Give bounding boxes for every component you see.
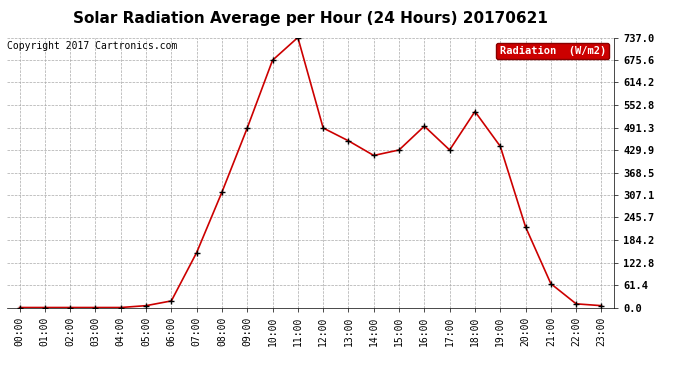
Text: Copyright 2017 Cartronics.com: Copyright 2017 Cartronics.com — [7, 41, 177, 51]
Legend: Radiation  (W/m2): Radiation (W/m2) — [496, 43, 609, 59]
Text: Solar Radiation Average per Hour (24 Hours) 20170621: Solar Radiation Average per Hour (24 Hou… — [73, 11, 548, 26]
